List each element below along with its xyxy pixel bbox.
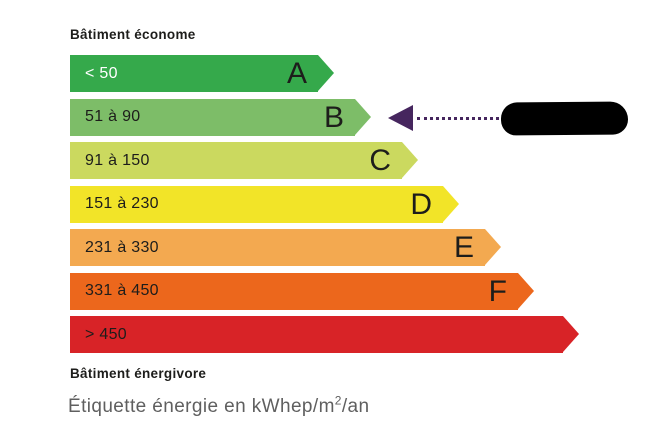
energy-bar-g: > 450 bbox=[70, 316, 563, 353]
bar-arrow-tip bbox=[563, 316, 579, 352]
energy-class-letter: B bbox=[323, 100, 344, 134]
energy-range-label: 231 à 330 bbox=[85, 238, 159, 256]
caption-text-suffix: /an bbox=[341, 396, 370, 417]
current-class-marker bbox=[388, 100, 629, 136]
energy-bar-d: 151 à 230 D bbox=[70, 185, 443, 223]
energy-class-letter: F bbox=[488, 274, 507, 308]
energy-bar-b: 51 à 90 B bbox=[70, 98, 355, 136]
energy-class-letter: C bbox=[369, 144, 391, 177]
caption-text: Étiquette énergie en kWhep/m bbox=[68, 396, 335, 417]
energy-range-label: 51 à 90 bbox=[85, 108, 141, 125]
bar-arrow-tip bbox=[402, 142, 418, 178]
energy-bars: < 50 A 51 à 90 B 91 à 150 C 151 à 230 D bbox=[70, 55, 579, 360]
dotted-connector-line bbox=[417, 116, 499, 120]
energy-class-letter: E bbox=[453, 231, 474, 264]
energy-range-label: 151 à 230 bbox=[85, 195, 159, 212]
bar-arrow-tip bbox=[318, 55, 334, 91]
energy-bar-row-e: 231 à 330 E bbox=[70, 229, 579, 266]
energy-class-letter: D bbox=[410, 187, 432, 221]
caption-superscript: 2 bbox=[334, 393, 342, 408]
top-axis-label: Bâtiment économe bbox=[70, 27, 196, 42]
energy-bar-a: < 50 A bbox=[70, 55, 318, 92]
bottom-axis-label: Bâtiment énergivore bbox=[70, 366, 207, 381]
energy-bar-row-d: 151 à 230 D bbox=[70, 185, 579, 223]
energy-class-letter: A bbox=[286, 57, 307, 90]
energy-range-label: < 50 bbox=[85, 64, 118, 82]
energy-bar-row-f: 331 à 450 F bbox=[70, 272, 579, 310]
energy-range-label: > 450 bbox=[85, 325, 127, 343]
chart-caption: Étiquette énergie en kWhep/m2/an bbox=[68, 393, 370, 418]
energy-bar-e: 231 à 330 E bbox=[70, 229, 485, 266]
energy-range-label: 331 à 450 bbox=[85, 282, 159, 299]
energy-bar-f: 331 à 450 F bbox=[70, 272, 518, 310]
energy-bar-c: 91 à 150 C bbox=[70, 142, 402, 179]
arrow-left-icon bbox=[388, 105, 413, 131]
bar-arrow-tip bbox=[355, 98, 371, 135]
energy-bar-row-c: 91 à 150 C bbox=[70, 142, 579, 179]
energy-bar-row-g: > 450 bbox=[70, 316, 579, 353]
bar-arrow-tip bbox=[485, 229, 501, 265]
bar-arrow-tip bbox=[518, 272, 534, 309]
energy-range-label: 91 à 150 bbox=[85, 151, 150, 169]
bar-arrow-tip bbox=[443, 185, 459, 222]
energy-bar-row-a: < 50 A bbox=[70, 55, 579, 92]
redacted-value-blob bbox=[500, 100, 629, 136]
energy-bar-row-b: 51 à 90 B bbox=[70, 98, 579, 136]
